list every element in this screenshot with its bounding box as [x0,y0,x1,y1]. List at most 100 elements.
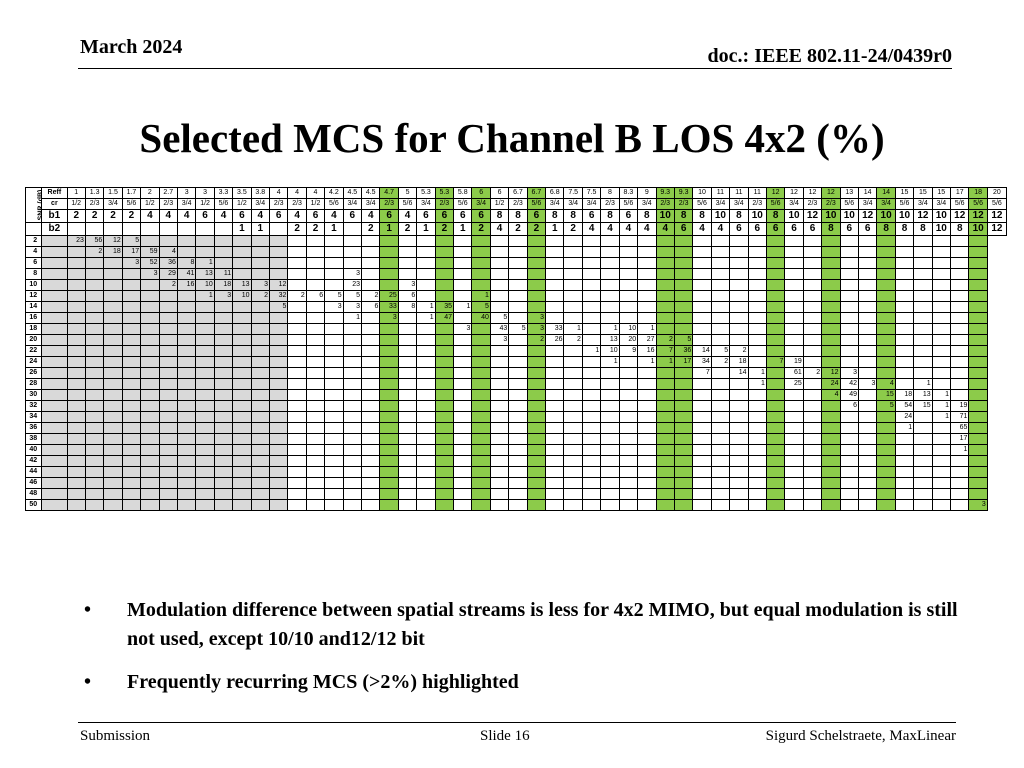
snr-value: 22 [24,345,43,357]
data-cell [655,455,675,467]
data-cell [839,257,859,269]
header-cell: 6 [195,209,215,223]
data-cell [232,444,252,456]
data-cell [784,444,804,456]
snr-value: 8 [24,268,43,280]
data-cell [673,290,694,302]
data-cell [710,499,731,511]
data-cell [637,367,657,379]
data-cell [821,345,841,357]
data-cell [324,323,344,335]
data-cell [232,257,252,269]
header-cell: 6 [857,222,878,236]
data-cell [66,433,86,445]
data-cell [103,345,123,357]
header-cell: 2 [397,222,418,236]
data-cell [103,444,123,456]
header-row-b2: b2 1 1 2 2 1 2 1 2 1 2 1 2 4 2 2 1 2 4 4 4 4 4 6 4 4 6 6 6 6 6 8 6 6 8 8 8 10… [24,222,1008,236]
data-cell [508,235,528,247]
data-cell [158,235,178,247]
data-cell [489,422,510,434]
data-cell [857,257,878,269]
header-cell: 4 [655,222,675,236]
data-cell [508,301,528,313]
data-cell [324,422,344,434]
data-cell [213,499,234,511]
data-cell [508,422,528,434]
data-cell [268,268,289,280]
data-cell [637,466,657,478]
data-cell [140,345,160,357]
data-cell [802,246,823,258]
data-cell [84,378,105,390]
data-cell [361,235,381,247]
data-cell [453,268,473,280]
data-cell [765,422,786,434]
data-cell [581,400,602,412]
data-cell [600,312,620,324]
data-cell [931,246,952,258]
header-cell [158,222,178,236]
header-cell: 12 [986,209,1008,223]
header-cell: 4 [250,209,270,223]
data-cell [213,345,234,357]
header-cell: 1/2 [232,198,252,210]
header-cell [195,222,215,236]
data-cell [250,257,270,269]
data-cell [581,246,602,258]
data-cell [618,356,639,368]
header-cell: 3/4 [931,198,952,210]
data-cell [784,499,804,511]
data-cell [103,301,123,313]
data-cell [361,400,381,412]
data-cell [876,356,896,368]
data-cell [305,257,326,269]
data-cell [379,400,399,412]
data-cell [158,356,178,368]
header-cell: 5/6 [968,198,988,210]
header-cell: 8 [950,222,970,236]
header-cell: 1 [453,222,473,236]
header-cell: 12 [802,209,823,223]
header-cell: 3/4 [710,198,731,210]
header-cell: 4 [692,222,712,236]
data-cell: 17 [121,246,142,258]
data-cell: 43 [489,323,510,335]
data-cell [894,257,915,269]
data-cell [508,378,528,390]
data-cell [821,499,841,511]
data-cell [268,235,289,247]
data-cell [416,499,436,511]
header-cell: 12 [784,187,804,199]
data-cell [857,290,878,302]
data-cell [637,268,657,280]
data-cell [195,477,215,489]
header-cell: 6 [581,209,602,223]
data-cell [305,301,326,313]
data-cell [563,235,583,247]
data-cell [471,422,491,434]
header-cell: 5/6 [453,198,473,210]
data-cell [379,455,399,467]
data-cell [857,477,878,489]
header-cell: 12 [802,187,823,199]
data-cell [103,411,123,423]
snr-spacer [41,235,68,247]
data-cell [361,477,381,489]
data-cell [931,488,952,500]
data-cell [545,345,565,357]
data-cell: 2 [802,367,823,379]
data-cell [968,422,988,434]
snr-value: 26 [24,367,43,379]
data-cell [305,279,326,291]
snr-spacer [41,301,68,313]
data-cell [581,444,602,456]
data-cell [305,422,326,434]
header-cell: 6 [416,209,436,223]
header-cell: 2/3 [802,198,823,210]
data-cell [968,268,988,280]
snr-row: 36 1 65 [24,422,1007,434]
data-cell [710,466,731,478]
data-cell [802,389,823,401]
data-cell [508,312,528,324]
